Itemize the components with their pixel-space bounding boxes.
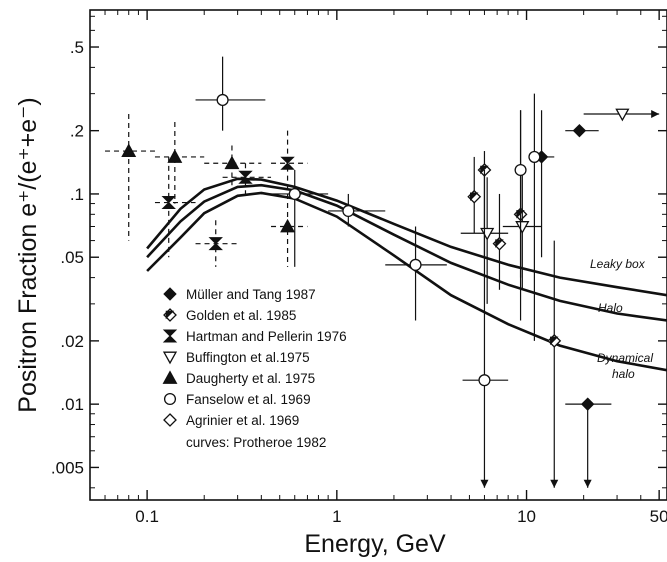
- marker-circle-open: [163, 392, 177, 406]
- marker-triangle-up-filled: [162, 370, 178, 384]
- data-point: [271, 193, 308, 267]
- marker-diamond-open: [163, 413, 177, 427]
- marker-diamond-filled: [572, 123, 587, 138]
- marker-diamond-filled: [163, 287, 177, 301]
- data-point: [528, 93, 541, 341]
- x-tick-label: 50: [650, 507, 667, 526]
- data-point: [583, 108, 660, 122]
- legend-label: Agrinier et al. 1969: [186, 413, 299, 428]
- legend-label: Hartman and Pellerin 1976: [186, 329, 347, 344]
- marker-circle-open: [528, 150, 541, 163]
- curve-leaky-box: [146, 177, 667, 297]
- arrow-down: [583, 479, 592, 488]
- marker-circle-open: [216, 93, 229, 106]
- marker-bowtie: [238, 170, 253, 184]
- x-axis-title: Energy, GeV: [304, 530, 446, 558]
- marker-triangle-down-open: [615, 108, 630, 122]
- marker-triangle-up-filled: [121, 143, 137, 157]
- legend-label: Fanselow et al. 1969: [186, 392, 311, 407]
- x-tick-label: 0.1: [135, 507, 159, 526]
- marker-diamond-half-fill: [469, 192, 479, 201]
- curve-label: halo: [612, 367, 635, 381]
- plot-frame: [89, 9, 667, 501]
- marker-diamond-half-fill: [550, 336, 559, 346]
- marker-bowtie: [161, 196, 176, 210]
- data-point: [502, 169, 542, 290]
- marker-triangle-up-filled: [224, 155, 240, 170]
- curve-label: Dynamical: [597, 351, 653, 365]
- y-tick-label: .2: [70, 122, 84, 141]
- y-axis-title: Positron Fraction e⁺/(e⁺+e⁻): [14, 97, 42, 412]
- marker-diamond-half-fill: [495, 239, 504, 248]
- legend-label: Buffington et al.1975: [186, 350, 310, 365]
- legend-label: Golden et al. 1985: [186, 308, 296, 323]
- model-curves: Leaky box Halo Dynamical halo: [146, 177, 667, 381]
- marker-triangle-up-filled: [167, 149, 183, 163]
- marker-triangle-down-open: [162, 351, 178, 365]
- y-tick-label: .02: [60, 332, 84, 351]
- data-point: [565, 397, 612, 488]
- marker-circle-open: [342, 204, 355, 218]
- data-point: [514, 110, 527, 278]
- y-axis-ticks: .5 .2 .1 .05 .02 .01 .005: [51, 15, 667, 489]
- x-axis-ticks: 0.1 1 10 50: [104, 10, 667, 526]
- data-point: [492, 193, 507, 290]
- data-point: [385, 226, 447, 321]
- curve-label: Halo: [598, 301, 623, 315]
- marker-circle-open: [409, 258, 422, 271]
- data-point: [462, 169, 509, 488]
- legend: Müller and Tang 1987 Golden et al. 1985 Ha…: [162, 287, 347, 450]
- y-tick-label: .05: [60, 248, 84, 267]
- arrow-down: [480, 479, 489, 488]
- data-point: [467, 156, 482, 234]
- data-point: [261, 169, 329, 267]
- curve-halo: [146, 183, 667, 322]
- curve-label: Leaky box: [590, 257, 646, 271]
- marker-bowtie: [162, 329, 178, 343]
- y-tick-label: .005: [51, 458, 84, 477]
- data-point: [222, 163, 272, 194]
- marker-bowtie: [208, 237, 223, 251]
- data-point: [154, 121, 205, 204]
- x-tick-label: 10: [517, 507, 536, 526]
- data-point: [477, 151, 492, 258]
- arrow-down: [550, 479, 559, 488]
- data-point: [154, 156, 196, 258]
- marker-circle-open: [288, 187, 301, 200]
- data-point: [195, 220, 238, 267]
- data-point: [195, 56, 266, 131]
- legend-label: Müller and Tang 1987: [186, 287, 316, 302]
- marker-diamond-filled: [580, 397, 595, 411]
- arrow-right: [651, 110, 660, 119]
- data-point: [565, 123, 599, 138]
- marker-triangle-down-open: [515, 221, 530, 234]
- x-tick-label: 1: [332, 507, 341, 526]
- marker-triangle-down-open: [480, 227, 495, 241]
- data-point: [547, 240, 562, 488]
- marker-bowtie: [280, 156, 295, 170]
- y-tick-label: .01: [60, 395, 84, 414]
- marker-triangle-up-filled: [280, 218, 296, 233]
- data-points: [105, 56, 660, 488]
- marker-diamond-half-fill: [165, 310, 175, 320]
- data-point: [204, 145, 262, 186]
- y-tick-label: .1: [70, 185, 84, 204]
- marker-circle-open: [478, 374, 491, 387]
- data-point: [328, 193, 386, 227]
- legend-label: Daugherty et al. 1975: [186, 371, 315, 386]
- y-tick-label: .5: [70, 38, 84, 57]
- marker-diamond-half-fill: [516, 210, 525, 219]
- legend-note: curves: Protheroe 1982: [186, 435, 326, 450]
- marker-circle-open: [514, 163, 527, 177]
- curve-dynamical-halo: [146, 191, 667, 372]
- data-point: [105, 114, 155, 241]
- data-point: [271, 130, 308, 194]
